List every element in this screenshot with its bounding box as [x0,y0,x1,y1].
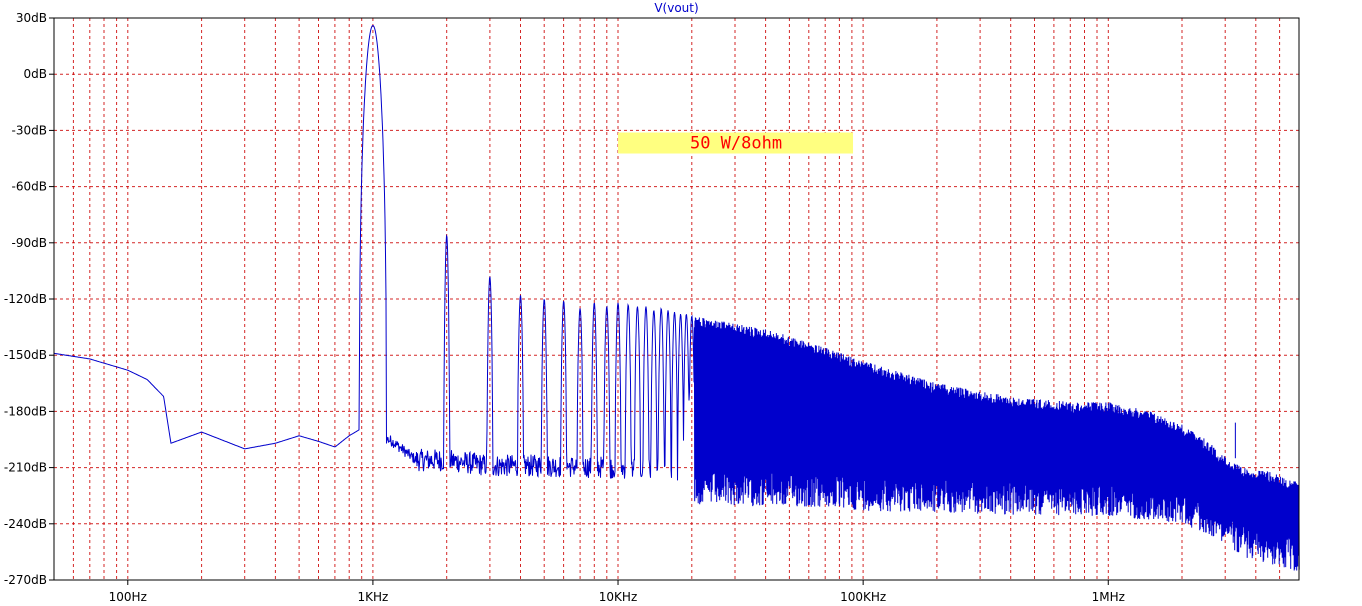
y-tick-label: -30dB [12,123,47,137]
y-tick-label: -150dB [4,348,47,362]
y-tick-label: -240dB [4,517,47,531]
y-tick-label: -210dB [4,461,47,475]
y-tick-label: -180dB [4,404,47,418]
annotation-box: 50 W/8ohm [618,132,854,154]
x-tick-label: 100KHz [840,590,886,604]
x-tick-label: 1MHz [1092,590,1125,604]
y-tick-label: -90dB [12,236,47,250]
y-tick-label: 30dB [16,11,47,25]
annotation-label: 50 W/8ohm [690,134,782,154]
y-tick-label: 0dB [24,67,47,81]
x-tick-label: 1KHz [357,590,388,604]
y-tick-label: -120dB [4,292,47,306]
vout-trace [53,24,1300,571]
x-axis-ticks: 100Hz 1KHz 10KHz 100KHz 1MHz [109,580,1125,604]
vout-trace-line [53,24,1300,571]
y-tick-label: -270dB [4,573,47,587]
chart-title: V(vout) [654,1,698,15]
x-tick-label: 10KHz [599,590,637,604]
x-tick-label: 100Hz [109,590,147,604]
y-tick-label: -60dB [12,180,47,194]
y-axis-ticks: 30dB 0dB -30dB -60dB -90dB -120dB -150dB -180dB… [4,11,54,587]
